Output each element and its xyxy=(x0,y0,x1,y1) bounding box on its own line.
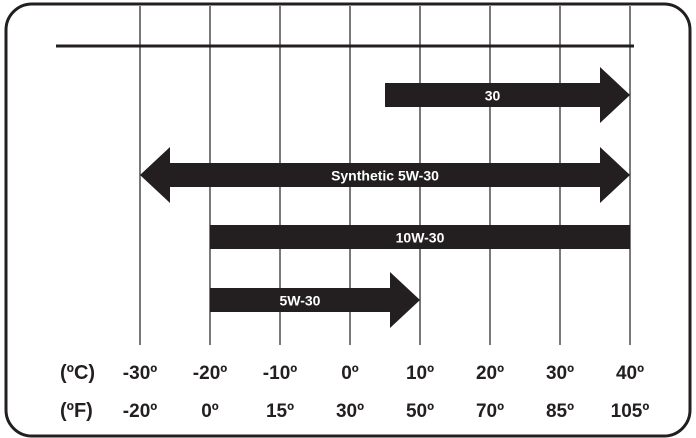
celsius-tick-label: 20º xyxy=(476,363,504,384)
range-bar-label: Synthetic 5W-30 xyxy=(331,168,439,184)
range-bar-label: 30 xyxy=(485,88,501,104)
fahrenheit-tick-label: 30º xyxy=(336,401,364,422)
fahrenheit-tick-labels: -20º 0º 15º 30º 50º 70º 85º 105º xyxy=(123,401,650,422)
celsius-tick-labels: -30º -20º -10º 0º 10º 20º 30º 40º xyxy=(123,363,644,384)
celsius-unit-label: (ºC) xyxy=(60,362,95,384)
range-bar: 30 xyxy=(385,67,630,123)
celsius-tick-label: 30º xyxy=(546,363,574,384)
fahrenheit-unit-label: (ºF) xyxy=(60,400,93,422)
fahrenheit-tick-label: 85º xyxy=(546,401,574,422)
range-bar-label: 5W-30 xyxy=(280,293,321,309)
chart-frame xyxy=(4,2,692,438)
celsius-tick-label: 0º xyxy=(341,363,359,384)
range-bar-shape xyxy=(385,67,630,123)
range-bar-label: 10W-30 xyxy=(396,230,445,246)
range-bar: 10W-30 xyxy=(210,225,630,249)
celsius-tick-label: 10º xyxy=(406,363,434,384)
fahrenheit-tick-label: 0º xyxy=(201,401,219,422)
fahrenheit-tick-label: -20º xyxy=(123,401,157,422)
range-bar: 5W-30 xyxy=(210,272,420,328)
celsius-tick-label: 40º xyxy=(616,363,644,384)
range-bar-shape xyxy=(210,225,630,249)
fahrenheit-tick-label: 50º xyxy=(406,401,434,422)
range-bar: Synthetic 5W-30 xyxy=(140,147,630,203)
celsius-tick-label: -10º xyxy=(263,363,297,384)
range-bar-shape xyxy=(140,147,630,203)
range-bar-shape xyxy=(210,272,420,328)
range-bars: 30 Synthetic 5W-30 10W-30 5W-30 xyxy=(140,67,630,328)
fahrenheit-tick-label: 70º xyxy=(476,401,504,422)
fahrenheit-tick-label: 105º xyxy=(611,401,650,422)
celsius-tick-label: -20º xyxy=(193,363,227,384)
celsius-tick-label: -30º xyxy=(123,363,157,384)
fahrenheit-tick-label: 15º xyxy=(266,401,294,422)
